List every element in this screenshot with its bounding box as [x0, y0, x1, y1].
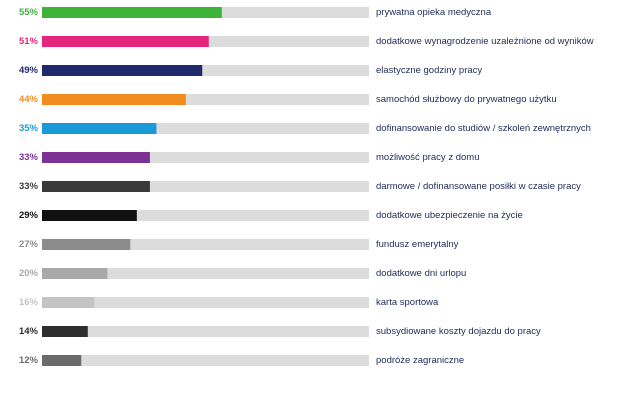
value-label: 35% — [19, 123, 39, 134]
value-label: 33% — [19, 152, 39, 163]
bar-track — [42, 65, 369, 76]
bar-track — [42, 210, 369, 221]
value-label: 44% — [19, 94, 39, 105]
category-label: samochód służbowy do prywatnego użytku — [376, 94, 557, 105]
category-label: elastyczne godziny pracy — [376, 65, 482, 76]
category-label: dodatkowe ubezpieczenie na życie — [376, 210, 523, 221]
category-label: fundusz emerytalny — [376, 239, 459, 250]
bar-track — [42, 123, 369, 134]
bar — [42, 123, 157, 134]
value-label: 55% — [19, 7, 39, 18]
category-label: dodatkowe dni urlopu — [376, 268, 466, 279]
value-label: 14% — [19, 326, 39, 337]
value-label: 51% — [19, 36, 39, 47]
bar-track — [42, 355, 369, 366]
bar-track — [42, 181, 369, 192]
value-label: 20% — [19, 268, 39, 279]
value-label: 27% — [19, 239, 39, 250]
bar — [42, 152, 150, 163]
bar — [42, 36, 209, 47]
bar-track — [42, 326, 369, 337]
category-label: subsydiowane koszty dojazdu do pracy — [376, 326, 541, 337]
bar — [42, 65, 203, 76]
bar-track — [42, 297, 369, 308]
bar — [42, 355, 82, 366]
bar-track — [42, 152, 369, 163]
value-label: 29% — [19, 210, 39, 221]
value-label: 12% — [19, 355, 39, 366]
bar — [42, 297, 95, 308]
value-label: 49% — [19, 65, 39, 76]
bar-track — [42, 239, 369, 250]
bar — [42, 94, 186, 105]
category-label: podróże zagraniczne — [376, 355, 464, 366]
bar — [42, 181, 150, 192]
category-label: dofinansowanie do studiów / szkoleń zewn… — [376, 123, 591, 134]
category-label: możliwość pracy z domu — [376, 152, 479, 163]
bar — [42, 7, 222, 18]
bar-track — [42, 268, 369, 279]
bar — [42, 268, 108, 279]
bar-track — [42, 94, 369, 105]
category-label: darmowe / dofinansowane posiłki w czasie… — [376, 181, 581, 192]
bar — [42, 239, 131, 250]
value-label: 16% — [19, 297, 39, 308]
bar — [42, 210, 137, 221]
category-label: prywatna opieka medyczna — [376, 7, 492, 18]
category-label: karta sportowa — [376, 297, 439, 308]
category-label: dodatkowe wynagrodzenie uzależnione od w… — [376, 36, 594, 47]
bar — [42, 326, 88, 337]
value-label: 33% — [19, 181, 39, 192]
